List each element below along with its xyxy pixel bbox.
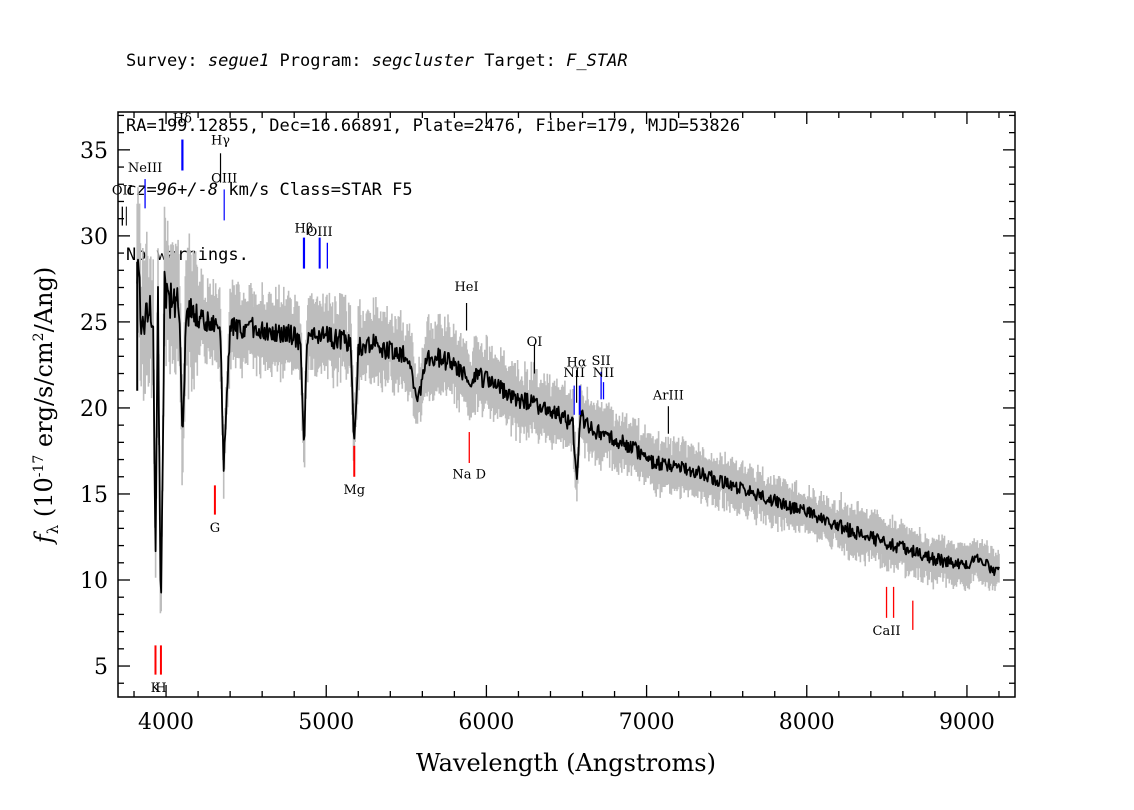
line-label-0: OII: [112, 184, 133, 199]
y-axis-title: fλ (10-17 erg/s/cm2/Ang): [30, 267, 62, 545]
line-label-21: CaII: [873, 624, 901, 639]
line-label-8: HeI: [454, 280, 478, 295]
line-label-6: OIII: [307, 225, 333, 240]
y-tick-label: 30: [80, 225, 108, 250]
line-label-5: Hβ: [295, 221, 314, 236]
survey-value: segue1: [207, 51, 270, 71]
header-line-warnings: No warnings.: [126, 244, 249, 265]
line-label-16: K: [151, 681, 161, 696]
x-tick-label: 9000: [939, 710, 995, 735]
plot-frame: [117, 111, 1016, 698]
x-tick-label: 4000: [138, 710, 194, 735]
line-label-14: NII: [593, 366, 615, 381]
target-label: Target:: [474, 51, 567, 71]
line-label-3: Hγ: [211, 134, 230, 149]
header-line-survey: Survey: segue1 Program: segcluster Targe…: [126, 51, 740, 73]
redshift-value: cz=96+/-8: [126, 180, 219, 200]
header-line-class: cz=96+/-8 km/s Class=STAR F5: [126, 180, 740, 202]
flux-line: [136, 258, 1000, 594]
line-label-20: Na D: [452, 467, 486, 482]
x-tick-label: 6000: [458, 710, 514, 735]
flux-error-path: [136, 187, 1000, 614]
class-value: km/s Class=STAR F5: [218, 180, 413, 200]
y-tick-label: 35: [80, 139, 108, 164]
line-label-10: NII: [563, 366, 585, 381]
flux-error-band: [136, 187, 1000, 614]
survey-label: Survey:: [126, 51, 208, 71]
x-tick-label: 8000: [779, 710, 835, 735]
y-tick-label: 20: [80, 397, 108, 422]
x-axis-title: Wavelength (Angstroms): [416, 749, 716, 777]
line-label-9: OI: [527, 335, 543, 350]
line-label-4: OIII: [211, 172, 237, 187]
line-label-15: ArIII: [652, 388, 684, 403]
line-label-19: Mg: [343, 483, 365, 498]
flux-layer: [136, 258, 1000, 594]
target-value: F_STAR: [566, 51, 628, 71]
line-label-11: Hα: [567, 356, 587, 371]
y-tick-label: 25: [80, 311, 108, 336]
line-label-13: SII: [592, 354, 611, 369]
spectrum-header: Survey: segue1 Program: segcluster Targe…: [126, 8, 740, 288]
program-label: Program:: [269, 51, 372, 71]
x-tick-label: 7000: [619, 710, 675, 735]
axis-ticks: 4000 5000 6000 7000 8000 9000 5 10 15 20 25 30 35: [80, 112, 1015, 735]
y-tick-label: 15: [80, 483, 108, 508]
x-tick-label: 5000: [298, 710, 354, 735]
y-tick-label: 5: [94, 655, 108, 680]
line-label-1: NeIII: [128, 161, 162, 176]
line-label-17: H: [155, 681, 166, 696]
line-label-18: G: [210, 521, 220, 536]
header-line-coords: RA=199.12855, Dec=16.66891, Plate=2476, …: [126, 115, 741, 136]
y-tick-label: 10: [80, 569, 108, 594]
program-value: segcluster: [371, 51, 475, 71]
line-label-2: Hδ: [173, 111, 192, 126]
